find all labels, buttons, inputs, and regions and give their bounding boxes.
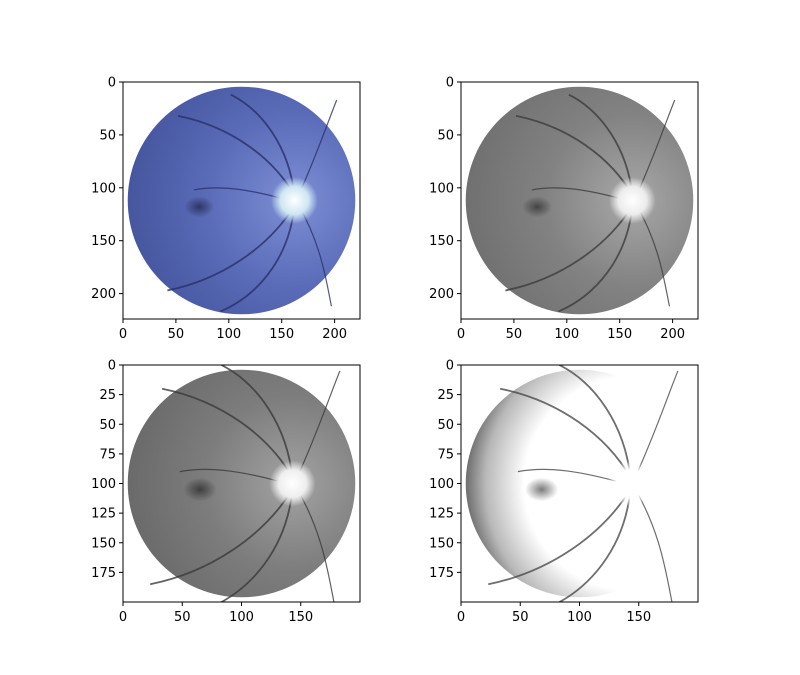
y-tick-label: 200 (91, 287, 116, 302)
axes-frame (460, 81, 699, 320)
y-tick-label: 25 (99, 388, 116, 403)
axes-frame (122, 81, 361, 320)
x-tick-label: 150 (269, 327, 294, 342)
macula (184, 196, 214, 218)
panel-top-left: 0 50 100 150 200 0 50 100 150 200 (91, 76, 361, 342)
y-tick-label: 0 (446, 359, 454, 374)
fundus-image (127, 365, 356, 602)
y-tick-label: 50 (437, 418, 454, 433)
y-tick-label: 0 (108, 359, 116, 374)
x-tick-label: 0 (457, 610, 465, 625)
y-tick-label: 0 (446, 76, 454, 91)
y-tick-label: 75 (437, 447, 454, 462)
macula (183, 477, 217, 502)
x-tick-label: 150 (626, 610, 651, 625)
y-tick-label: 200 (429, 287, 454, 302)
blood-vessel (220, 365, 294, 478)
x-tick-label: 100 (229, 610, 254, 625)
fundus-image (465, 86, 694, 315)
panel-bottom-left: 0 50 100 150 0 25 50 75 100 125 150 175 (91, 359, 361, 625)
y-tick-label: 25 (437, 388, 454, 403)
fundus-image (465, 365, 694, 602)
macula (522, 196, 552, 218)
y-tick-label: 150 (91, 234, 116, 249)
fundus-disc (127, 369, 356, 598)
x-tick-label: 0 (119, 327, 127, 342)
x-tick-label: 100 (216, 327, 241, 342)
optic-disc (269, 460, 316, 507)
x-tick-label: 100 (554, 327, 579, 342)
optic-disc (607, 460, 654, 507)
fundus-disc (465, 369, 694, 598)
y-tick-label: 175 (91, 566, 116, 581)
y-tick-label: 50 (99, 418, 116, 433)
macula (524, 477, 559, 502)
x-tick-label: 50 (506, 327, 523, 342)
panel-bottom-right: 0 50 100 150 0 25 50 75 100 125 150 175 (429, 359, 699, 625)
x-tick-label: 50 (168, 327, 185, 342)
y-tick-label: 175 (429, 566, 454, 581)
x-tick-label: 200 (322, 327, 347, 342)
x-tick-label: 50 (174, 610, 191, 625)
y-tick-label: 100 (429, 477, 454, 492)
blood-vessel (558, 365, 632, 478)
x-tick-label: 0 (457, 327, 465, 342)
y-tick-label: 150 (429, 234, 454, 249)
optic-disc (609, 177, 656, 224)
y-tick-label: 50 (99, 128, 116, 143)
fundus-disc (127, 86, 356, 315)
y-tick-label: 150 (91, 536, 116, 551)
fundus-image (127, 86, 356, 315)
x-tick-label: 100 (567, 610, 592, 625)
y-tick-label: 50 (437, 128, 454, 143)
y-tick-label: 100 (429, 181, 454, 196)
x-tick-label: 150 (607, 327, 632, 342)
y-tick-label: 100 (91, 181, 116, 196)
blood-vessel (150, 488, 294, 586)
optic-disc (271, 177, 318, 224)
x-tick-label: 0 (119, 610, 127, 625)
y-tick-label: 75 (99, 447, 116, 462)
blood-vessel (488, 488, 632, 586)
y-tick-label: 0 (108, 76, 116, 91)
x-tick-label: 50 (512, 610, 529, 625)
x-tick-label: 200 (660, 327, 685, 342)
panel-top-right: 0 50 100 150 200 0 50 100 150 200 (429, 76, 699, 342)
fundus-disc (465, 86, 694, 315)
y-tick-label: 125 (91, 507, 116, 522)
y-tick-label: 150 (429, 536, 454, 551)
blood-vessel (557, 489, 632, 602)
y-tick-label: 100 (91, 477, 116, 492)
x-tick-label: 150 (288, 610, 313, 625)
blood-vessel (219, 489, 294, 602)
y-tick-label: 125 (429, 507, 454, 522)
